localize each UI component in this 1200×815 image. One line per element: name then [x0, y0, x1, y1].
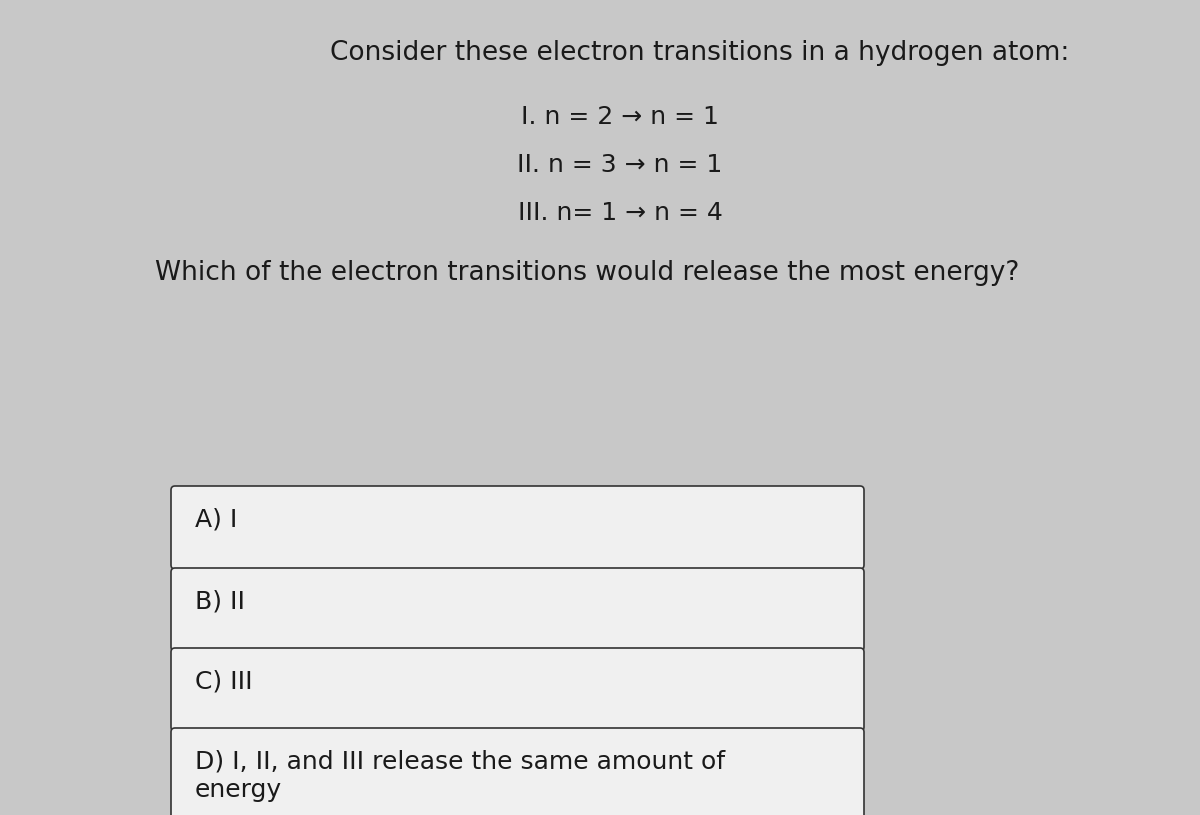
Text: C) III: C) III [194, 670, 253, 694]
Text: B) II: B) II [194, 590, 245, 614]
Text: Which of the electron transitions would release the most energy?: Which of the electron transitions would … [155, 260, 1019, 286]
FancyBboxPatch shape [172, 648, 864, 731]
FancyBboxPatch shape [172, 486, 864, 569]
Text: III. n= 1 → n = 4: III. n= 1 → n = 4 [517, 201, 722, 225]
FancyBboxPatch shape [172, 728, 864, 815]
Text: Consider these electron transitions in a hydrogen atom:: Consider these electron transitions in a… [330, 40, 1069, 66]
Text: A) I: A) I [194, 508, 238, 532]
FancyBboxPatch shape [172, 568, 864, 651]
Text: D) I, II, and III release the same amount of
energy: D) I, II, and III release the same amoun… [194, 750, 725, 802]
Text: II. n = 3 → n = 1: II. n = 3 → n = 1 [517, 153, 722, 177]
Text: I. n = 2 → n = 1: I. n = 2 → n = 1 [521, 105, 719, 129]
